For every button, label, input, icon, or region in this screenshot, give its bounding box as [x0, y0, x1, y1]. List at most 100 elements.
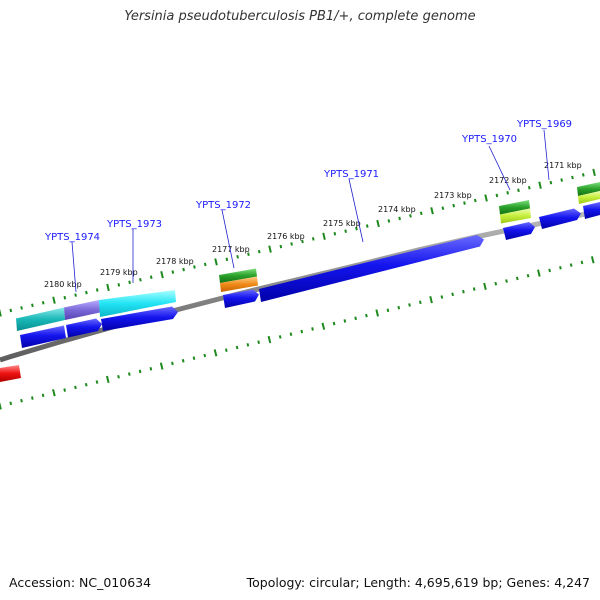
cog-box-purple[interactable]	[64, 300, 100, 320]
scale-minor-tick	[365, 313, 368, 318]
cog-category-boxes	[0, 182, 600, 382]
outer-scale-ring	[0, 168, 596, 317]
cog-box-cyan[interactable]	[99, 290, 176, 317]
scale-minor-tick	[387, 219, 391, 223]
scale-major-tick	[322, 232, 326, 240]
cog-box-teal[interactable]	[16, 307, 65, 332]
scale-minor-tick	[138, 369, 142, 374]
scale-minor-tick	[149, 366, 153, 371]
gene-arrow[interactable]	[539, 208, 581, 230]
cog-box-lime[interactable]	[578, 191, 600, 204]
scale-minor-tick	[128, 280, 131, 285]
scale-minor-tick	[526, 273, 530, 278]
gene-label-ypts-1972[interactable]: YPTS_1972	[195, 200, 251, 211]
scale-minor-tick	[311, 237, 315, 241]
genome-backbone	[0, 208, 600, 363]
scale-minor-tick	[505, 279, 508, 283]
accession-text: Accession: NC_010634	[9, 575, 152, 590]
scale-minor-tick	[74, 385, 77, 390]
scale-minor-tick	[203, 262, 207, 267]
scale-minor-tick	[527, 185, 531, 190]
gene-arrow[interactable]	[583, 202, 600, 219]
scale-minor-tick	[451, 292, 454, 297]
scale-minor-tick	[41, 393, 45, 398]
label-leader-line	[221, 209, 235, 269]
scale-major-tick	[538, 181, 542, 189]
scale-minor-tick	[117, 283, 121, 287]
scale-minor-tick	[473, 198, 477, 203]
scale-major-tick	[213, 349, 218, 357]
scale-major-tick	[484, 194, 488, 202]
scale-label: 2180 kbp	[44, 280, 82, 289]
scale-minor-tick	[463, 201, 466, 205]
scale-minor-tick	[517, 188, 520, 193]
gene-label-ypts-1971[interactable]: YPTS_1971	[323, 169, 379, 180]
scale-major-tick	[430, 207, 434, 215]
scale-major-tick	[106, 283, 110, 292]
cog-box-red[interactable]	[0, 365, 21, 382]
gene-label-ypts-1970[interactable]: YPTS_1970	[461, 134, 517, 145]
scale-label: 2177 kbp	[212, 245, 250, 254]
scale-minor-tick	[441, 206, 445, 210]
forward-strand-genes	[20, 202, 600, 348]
scale-minor-tick	[171, 361, 174, 366]
map-title: Yersinia pseudotuberculosis PB1/+, compl…	[124, 9, 476, 24]
scale-major-tick	[160, 271, 164, 279]
scale-minor-tick	[192, 356, 196, 360]
scale-minor-tick	[203, 353, 207, 358]
scale-minor-tick	[278, 335, 282, 339]
scale-label: 2178 kbp	[156, 257, 194, 266]
scale-minor-tick	[171, 270, 175, 274]
gene-arrow[interactable]	[223, 289, 259, 309]
scale-minor-tick	[9, 401, 13, 406]
scale-major-tick	[214, 258, 218, 266]
scale-minor-tick	[95, 288, 99, 292]
scale-major-tick	[105, 375, 110, 384]
scale-minor-tick	[301, 239, 304, 244]
scale-labels: 2171 kbp 2172 kbp 2173 kbp 2174 kbp 2175…	[44, 161, 582, 289]
scale-major-tick	[268, 245, 272, 253]
gene-labels: YPTS_1969 YPTS_1970 YPTS_1971 YPTS_1972 …	[44, 119, 572, 293]
scale-minor-tick	[397, 305, 401, 310]
gene-arrow[interactable]	[101, 306, 178, 332]
label-leader-line	[543, 129, 550, 181]
gene-arrow[interactable]	[259, 235, 484, 302]
cog-box-lime[interactable]	[500, 208, 531, 224]
scale-minor-tick	[236, 254, 239, 259]
gene-label-ypts-1969[interactable]: YPTS_1969	[516, 119, 572, 130]
scale-major-tick	[429, 296, 433, 304]
label-leader-line	[348, 178, 364, 243]
scale-minor-tick	[149, 275, 153, 280]
scale-minor-tick	[127, 372, 131, 376]
scale-major-tick	[52, 389, 56, 397]
scale-minor-tick	[74, 293, 77, 297]
scale-minor-tick	[354, 316, 357, 321]
scale-minor-tick	[63, 388, 67, 392]
scale-label: 2179 kbp	[100, 268, 138, 277]
scale-major-tick	[537, 269, 541, 277]
scale-minor-tick	[9, 308, 13, 313]
scale-minor-tick	[560, 178, 564, 182]
scale-minor-tick	[333, 231, 337, 236]
scale-minor-tick	[193, 265, 196, 269]
cog-box-orange[interactable]	[220, 276, 258, 293]
scale-minor-tick	[257, 340, 261, 344]
cog-box-green[interactable]	[219, 268, 257, 284]
gene-label-ypts-1973[interactable]: YPTS_1973	[106, 219, 162, 230]
scale-label: 2174 kbp	[378, 205, 416, 214]
scale-major-tick	[52, 296, 56, 304]
cog-box-green[interactable]	[577, 182, 600, 196]
gene-arrow[interactable]	[20, 325, 66, 349]
gene-arrow[interactable]	[503, 222, 535, 240]
scale-minor-tick	[30, 396, 34, 400]
cog-box-green[interactable]	[499, 200, 530, 215]
scale-minor-tick	[224, 348, 228, 352]
genome-info-text: Topology: circular; Length: 4,695,619 bp…	[246, 575, 590, 590]
scale-minor-tick	[398, 216, 402, 221]
scale-minor-tick	[548, 268, 551, 273]
scale-minor-tick	[506, 191, 510, 195]
gene-label-ypts-1974[interactable]: YPTS_1974	[44, 232, 100, 243]
gene-arrow[interactable]	[66, 318, 102, 338]
scale-minor-tick	[31, 303, 34, 308]
